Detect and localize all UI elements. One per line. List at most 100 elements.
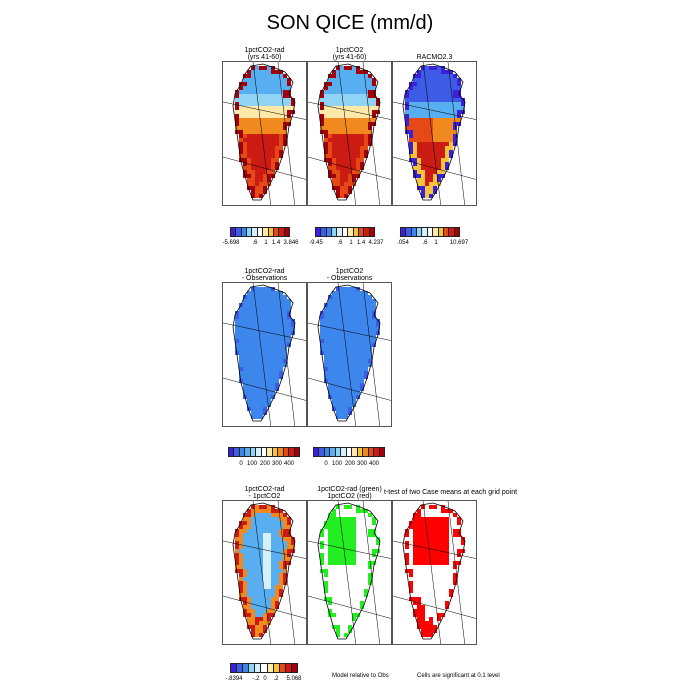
grid-cell — [332, 178, 336, 182]
grid-cell — [372, 122, 376, 126]
grid-cell — [445, 118, 449, 122]
grid-cell — [425, 525, 429, 529]
grid-cell — [421, 553, 425, 557]
grid-cell — [271, 379, 275, 383]
grid-cell — [324, 118, 328, 122]
grid-cell — [425, 146, 429, 150]
grid-cell — [267, 569, 271, 573]
grid-cell — [239, 593, 243, 597]
grid-cell — [413, 166, 417, 170]
grid-cell — [433, 122, 437, 126]
grid-cell — [348, 90, 352, 94]
grid-cell — [279, 581, 283, 585]
grid-cell — [255, 114, 259, 118]
grid-cell — [267, 399, 271, 403]
grid-cell — [332, 94, 336, 98]
grid-cell — [348, 383, 352, 387]
grid-cell — [344, 541, 348, 545]
grid-cell — [336, 299, 340, 303]
grid-cell — [283, 299, 287, 303]
grid-cell — [348, 94, 352, 98]
grid-cell — [344, 122, 348, 126]
grid-cell — [352, 90, 356, 94]
grid-cell — [275, 327, 279, 331]
grid-cell — [263, 343, 267, 347]
grid-cell — [271, 517, 275, 521]
grid-cell — [247, 303, 251, 307]
grid-cell — [279, 529, 283, 533]
grid-cell — [413, 609, 417, 613]
grid-cell — [368, 90, 372, 94]
grid-cell — [279, 70, 283, 74]
grid-cell — [279, 573, 283, 577]
grid-cell — [356, 347, 360, 351]
grid-cell — [271, 367, 275, 371]
grid-cell — [263, 407, 267, 411]
grid-cell — [275, 593, 279, 597]
grid-cell — [247, 367, 251, 371]
grid-cell — [332, 142, 336, 146]
grid-cell — [251, 525, 255, 529]
grid-cell — [267, 138, 271, 142]
grid-cell — [332, 529, 336, 533]
grid-cell — [251, 162, 255, 166]
grid-cell — [247, 513, 251, 517]
map-panel-ttest-green — [307, 500, 392, 645]
grid-cell — [360, 106, 364, 110]
grid-cell — [445, 537, 449, 541]
grid-cell — [243, 114, 247, 118]
grid-cell — [263, 521, 267, 525]
colorbar-swatch — [272, 228, 279, 236]
grid-cell — [368, 307, 372, 311]
colorbar-swatch — [277, 448, 283, 456]
grid-cell — [356, 331, 360, 335]
grid-cell — [421, 122, 425, 126]
grid-cell — [263, 287, 267, 291]
grid-cell — [340, 303, 344, 307]
grid-cell — [336, 395, 340, 399]
cbar-label: 400 — [368, 461, 380, 467]
grid-cell — [259, 331, 263, 335]
grid-cell — [255, 150, 259, 154]
grid-cell — [247, 94, 251, 98]
grid-cell — [352, 403, 356, 407]
grid-cell — [340, 166, 344, 170]
grid-cell — [332, 186, 336, 190]
grid-cell — [417, 529, 421, 533]
grid-cell — [263, 315, 267, 319]
grid-cell — [336, 194, 340, 198]
grid-cell — [271, 70, 275, 74]
grid-cell — [368, 142, 372, 146]
grid-cell — [259, 521, 263, 525]
grid-cell — [413, 86, 417, 90]
grid-cell — [263, 561, 267, 565]
grid-cell — [336, 118, 340, 122]
grid-cell — [445, 70, 449, 74]
grid-cell — [437, 130, 441, 134]
grid-cell — [425, 194, 429, 198]
grid-cell — [320, 541, 324, 545]
grid-cell — [259, 355, 263, 359]
grid-cell — [251, 118, 255, 122]
grid-cell — [429, 621, 433, 625]
grid-cell — [348, 347, 352, 351]
grid-cell — [425, 621, 429, 625]
grid-cell — [433, 178, 437, 182]
grid-cell — [437, 617, 441, 621]
grid-cell — [364, 110, 368, 114]
grid-cell — [279, 146, 283, 150]
grid-cell — [243, 573, 247, 577]
grid-cell — [352, 363, 356, 367]
grid-cell — [364, 82, 368, 86]
grid-cell — [441, 541, 445, 545]
grid-cell — [267, 601, 271, 605]
grid-cell — [235, 343, 239, 347]
grid-cell — [271, 343, 275, 347]
grid-cell — [328, 609, 332, 613]
grid-cell — [421, 86, 425, 90]
grid-cell — [344, 150, 348, 154]
cbar-label: -9.45 — [309, 240, 323, 246]
grid-cell — [348, 359, 352, 363]
grid-cell — [445, 106, 449, 110]
grid-cell — [461, 541, 465, 545]
